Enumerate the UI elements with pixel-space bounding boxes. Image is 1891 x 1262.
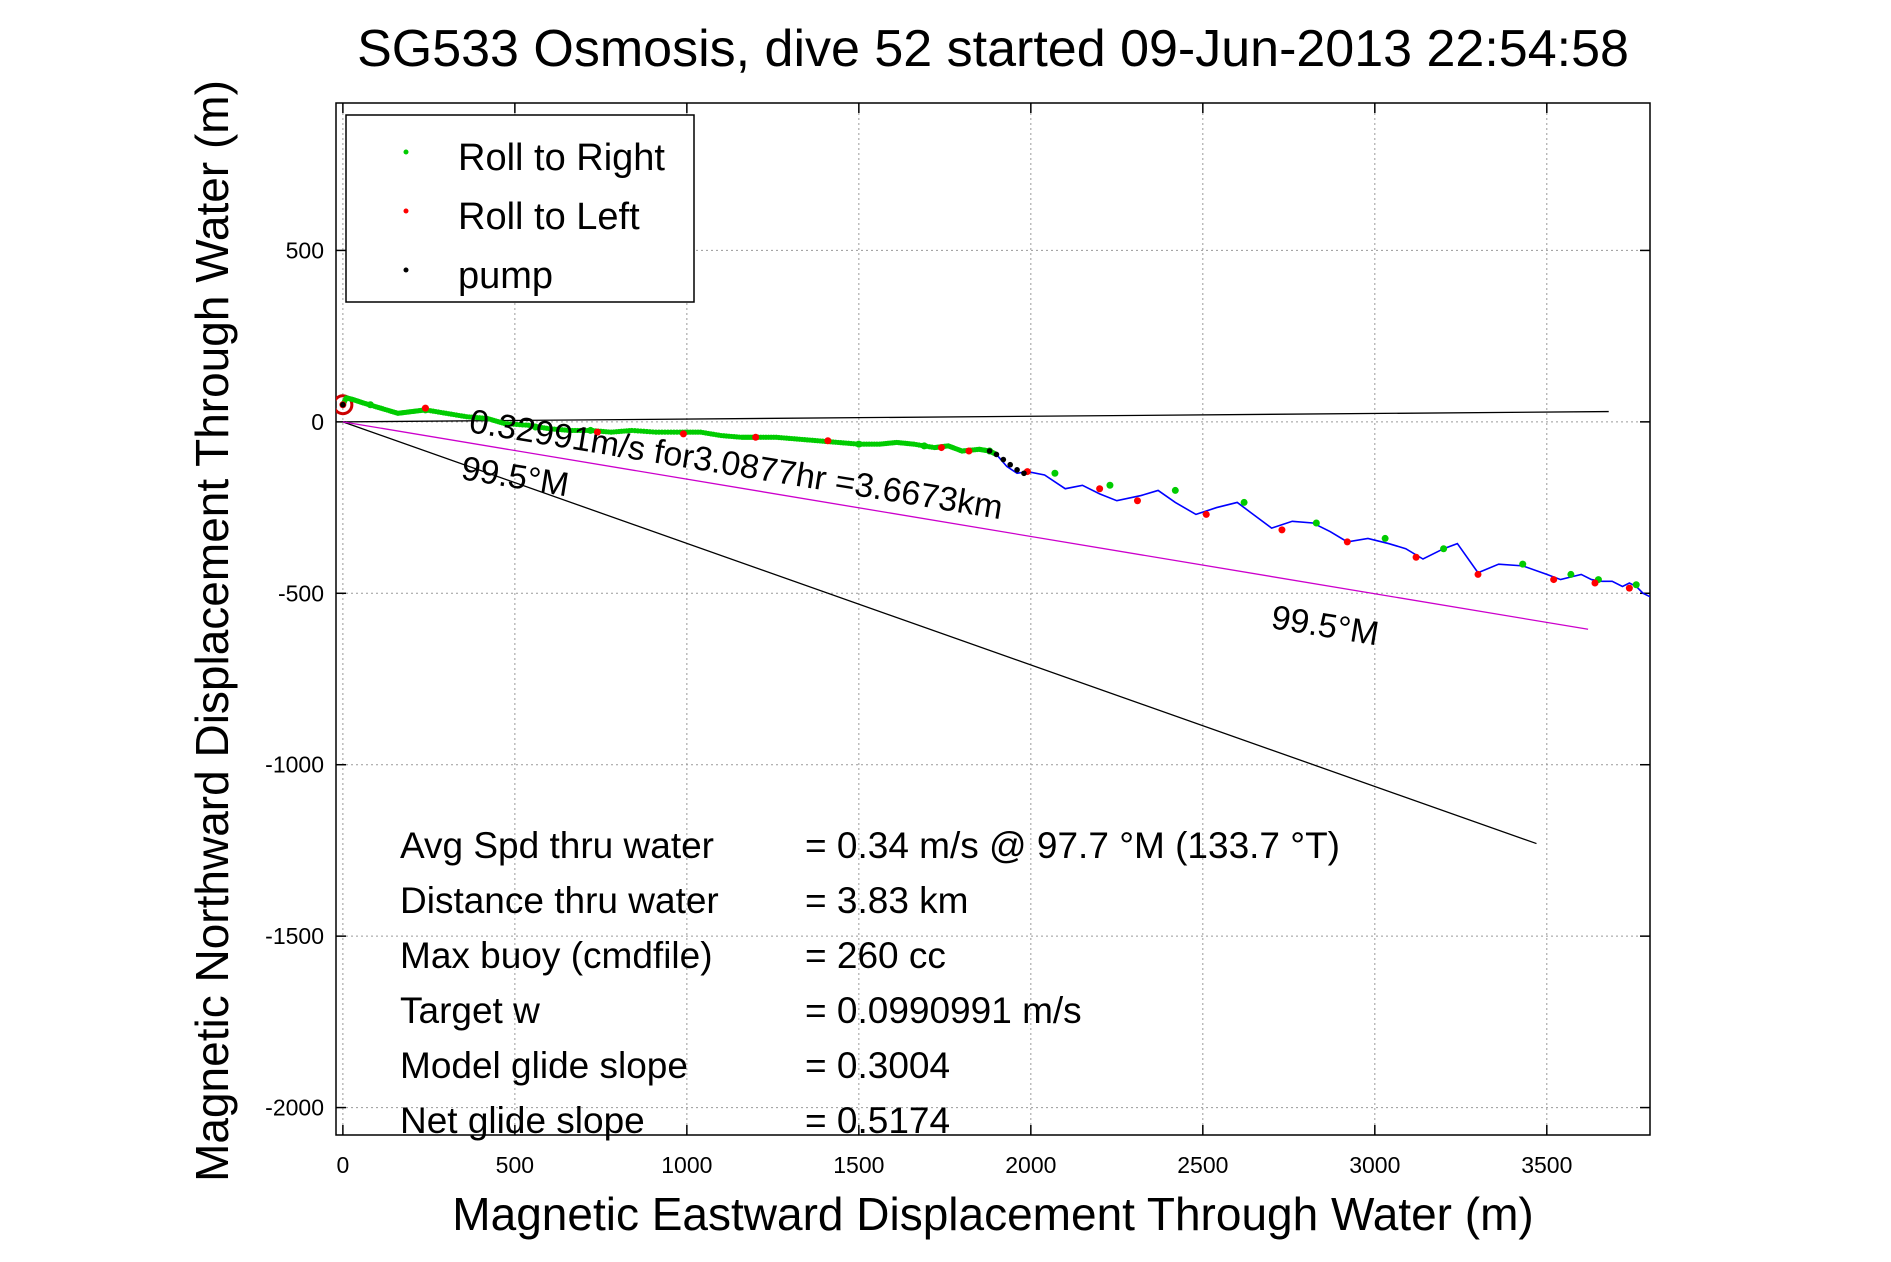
heading-annotation-far: 99.5°M (1269, 598, 1382, 653)
pump-point (986, 448, 993, 454)
roll-right-point (1106, 481, 1114, 489)
start-marker (336, 394, 354, 416)
legend-label-roll-left: Roll to Left (458, 196, 640, 238)
x-tick-label: 1000 (661, 1152, 712, 1178)
roll-right-point (1440, 545, 1448, 553)
stat-value-model-glide: = 0.3004 (805, 1045, 950, 1086)
roll-left-point (1550, 576, 1558, 584)
roll-left-point (679, 430, 687, 438)
stat-label-net-glide: Net glide slope (400, 1100, 645, 1141)
plot-area (335, 102, 1651, 1136)
roll-left-point (1591, 579, 1599, 587)
stat-label-max-buoy: Max buoy (cmdfile) (400, 935, 713, 976)
pump-point (340, 401, 346, 408)
roll-right-point (366, 401, 374, 409)
x-tick-label: 0 (336, 1152, 349, 1178)
stat-label-distance: Distance thru water (400, 880, 719, 921)
pump-point (1000, 456, 1007, 463)
roll-right-point (1240, 498, 1248, 506)
y-tick-label: -1000 (265, 752, 324, 778)
roll-left-point (1096, 485, 1104, 493)
x-tick-label: 1500 (833, 1152, 884, 1178)
roll-left-point (1343, 538, 1351, 546)
stat-value-max-buoy: = 260 cc (805, 935, 946, 976)
legend-marker-pump (403, 267, 409, 273)
stat-label-model-glide: Model glide slope (400, 1045, 688, 1086)
roll-right-point (1171, 486, 1179, 494)
roll-right-point (1051, 469, 1059, 477)
roll-left-point (421, 404, 429, 412)
roll-left-point (937, 444, 945, 452)
legend-marker-roll-left (403, 208, 409, 214)
roll-right-point (1519, 560, 1527, 568)
roll-left-point (1133, 497, 1141, 505)
legend-label-roll-right: Roll to Right (458, 137, 665, 179)
stat-label-avg-speed: Avg Spd thru water (400, 825, 714, 866)
roll-right-point (1632, 581, 1640, 589)
legend: Roll to Right Roll to Left pump (345, 114, 695, 303)
heading-line (342, 421, 1589, 630)
roll-left-point (1278, 526, 1286, 534)
y-tick-label: -500 (278, 580, 324, 606)
x-tick-label: 3500 (1521, 1152, 1572, 1178)
legend-label-pump: pump (458, 255, 553, 297)
roll-left-point (593, 428, 601, 436)
y-tick-label: -1500 (265, 923, 324, 949)
roll-right-point (532, 423, 540, 431)
roll-right-point (1381, 534, 1389, 542)
y-tick-label: 500 (286, 237, 324, 263)
roll-left-point (965, 447, 973, 455)
roll-left-point (1474, 570, 1482, 578)
stat-value-avg-speed: = 0.34 m/s @ 97.7 °M (133.7 °T) (805, 825, 1340, 866)
pump-point (1014, 467, 1020, 473)
stat-label-target-w: Target w (400, 990, 540, 1031)
roll-right-point (1567, 570, 1575, 578)
legend-marker-roll-right (403, 149, 409, 155)
reference-line-east (342, 410, 1609, 423)
y-tick-label: -2000 (265, 1095, 324, 1121)
roll-right-point (920, 442, 928, 450)
chart-title: SG533 Osmosis, dive 52 started 09-Jun-20… (357, 20, 1629, 78)
roll-right-point (587, 426, 595, 434)
x-tick-label: 3000 (1349, 1152, 1400, 1178)
roll-left-point (1625, 584, 1633, 592)
x-axis-label: Magnetic Eastward Displacement Through W… (452, 1188, 1533, 1240)
x-tick-label: 2000 (1005, 1152, 1056, 1178)
roll-left-point (1202, 510, 1210, 518)
x-tick-label: 500 (496, 1152, 534, 1178)
data-series (336, 394, 1650, 845)
stat-value-target-w: = 0.0990991 m/s (805, 990, 1082, 1031)
stat-value-net-glide: = 0.5174 (805, 1100, 950, 1141)
y-tick-label: 0 (311, 409, 324, 435)
roll-left-point (752, 433, 760, 441)
stat-value-distance: = 3.83 km (805, 880, 969, 921)
pump-point (1021, 470, 1027, 477)
roll-left-point (1412, 553, 1420, 561)
pump-point (993, 451, 1000, 458)
roll-right-point (1312, 519, 1320, 527)
x-tick-label: 2500 (1177, 1152, 1228, 1178)
stats-block: Avg Spd thru water = 0.34 m/s @ 97.7 °M … (400, 825, 1340, 1141)
roll-right-point (855, 440, 863, 448)
pump-point (1007, 461, 1013, 468)
axis-ticks: 0 500 1000 1500 2000 2500 3000 3500 500 0 -500 -100… (265, 103, 1650, 1178)
reference-line-diagonal (342, 421, 1537, 845)
roll-left-point (824, 437, 832, 445)
y-axis-label: Magnetic Northward Displacement Through … (186, 80, 238, 1182)
